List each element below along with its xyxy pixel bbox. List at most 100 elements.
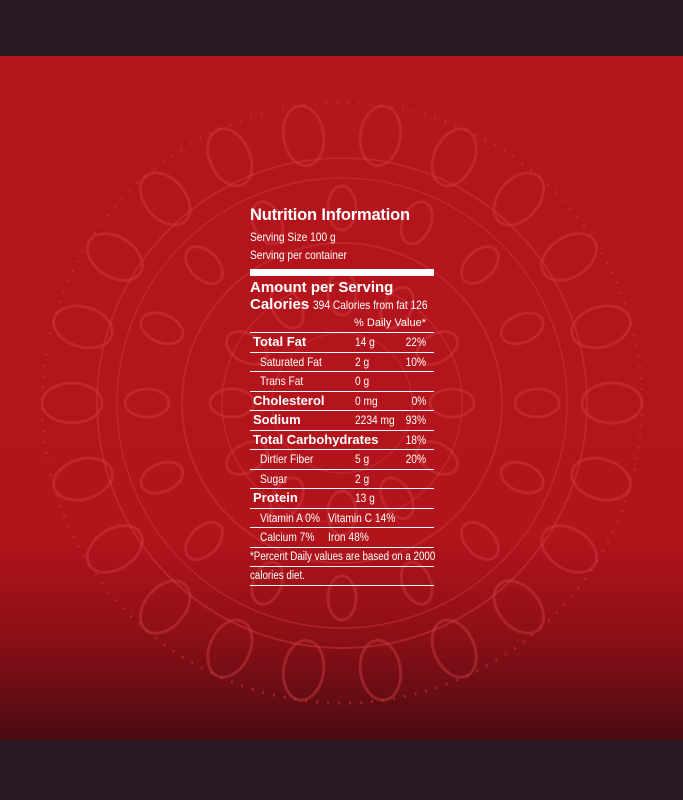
ornament-petal: [206, 618, 254, 679]
ornament-petal: [85, 232, 144, 282]
ornament-petal: [250, 560, 285, 606]
ornament-petal: [430, 127, 478, 188]
serving-per-container: Serving per container: [250, 248, 347, 262]
nutrient-row: Saturated Fat 2 g 10%: [250, 351, 434, 372]
nutrient-amount: 0 g: [355, 374, 370, 388]
vitamin-a: Vitamin A 0%: [260, 510, 320, 525]
calories-value: 394 Calories from fat 126: [313, 298, 428, 312]
ornament-petal: [358, 104, 403, 168]
ornament-petal: [580, 381, 644, 425]
nutrient-percent: 10%: [405, 354, 426, 369]
ornament-petal: [492, 171, 546, 227]
ornament-petal: [224, 330, 269, 366]
ornament-petal: [123, 387, 171, 419]
nutrient-name: Total Carbohydrates: [253, 431, 379, 447]
nutrient-amount: 0 mg: [355, 393, 378, 408]
label-title: Nutrition Information: [250, 206, 410, 224]
ornament-petal: [513, 387, 561, 419]
ornament-petal: [492, 579, 546, 635]
nutrient-row: Sugar 2 g: [250, 468, 434, 489]
nutrient-row: Trans Fat 0 g: [250, 371, 434, 391]
nutrient-amount: 2234 mg: [355, 413, 395, 427]
ornament-petal: [459, 520, 500, 561]
footnote-line-2: calories diet.: [250, 569, 305, 582]
ornament-petal: [250, 200, 285, 246]
calories-line: Calories 394 Calories from fat 126: [250, 296, 434, 314]
ornament-petal: [379, 285, 415, 330]
ornament-petal: [139, 311, 185, 346]
nutrient-name: Saturated Fat: [260, 354, 322, 369]
ornament-petal: [138, 171, 192, 227]
nutrient-row: Sodium 2234 mg 93%: [250, 410, 434, 430]
thick-divider: [250, 269, 434, 276]
iron: Iron 48%: [328, 530, 369, 544]
nutrient-percent: 20%: [405, 452, 426, 466]
ornament-petal: [224, 440, 269, 476]
nutrient-amount: 5 g: [355, 452, 370, 466]
nutrient-amount: 2 g: [355, 471, 370, 486]
nutrient-percent: 18%: [405, 432, 426, 447]
nutrient-amount: 14 g: [355, 335, 375, 349]
nutrient-percent: 0%: [411, 393, 426, 408]
nutrient-name: Cholesterol: [253, 392, 325, 408]
nutrition-facts-label: Nutrition Information Serving Size 100 g…: [250, 206, 436, 586]
nutrient-row: Cholesterol 0 mg 0%: [250, 390, 434, 411]
ornament-petal: [499, 460, 545, 495]
nutrient-row: Protein 13 g: [250, 488, 434, 508]
ornament-petal: [184, 520, 225, 561]
ornament-petal: [206, 127, 254, 188]
ornament-petal: [281, 638, 326, 702]
ornament-petal: [358, 638, 403, 702]
ornament-petal: [326, 184, 358, 232]
ornament-petal: [326, 574, 358, 622]
serving-size: Serving Size 100 g: [250, 230, 336, 244]
ornament-petal: [428, 387, 476, 419]
ornament-petal: [459, 245, 500, 286]
ornament-petal: [430, 618, 478, 679]
nutrient-name: Dirtier Fiber: [260, 452, 314, 466]
ornament-petal: [415, 330, 460, 366]
ornament-petal: [326, 489, 358, 537]
ornament-petal: [184, 245, 225, 286]
daily-value-header: % Daily Value*: [354, 317, 426, 329]
nutrient-row: Dirtier Fiber 5 g 20%: [250, 449, 434, 469]
ornament-petal: [269, 285, 305, 330]
calcium: Calcium 7%: [260, 530, 315, 544]
vitamin-row: Vitamin A 0% Vitamin C 14%: [250, 507, 434, 528]
nutrient-percent: 93%: [405, 413, 426, 427]
ornament-petal: [281, 104, 326, 168]
ornament-petal: [269, 476, 305, 521]
nutrient-name: Trans Fat: [260, 374, 304, 388]
ornament-petal: [52, 456, 114, 502]
ornament-petal: [138, 579, 192, 635]
ornament-petal: [570, 456, 632, 502]
nutrient-row: Total Carbohydrates 18%: [250, 429, 434, 450]
mandala-ornament-pattern: [40, 101, 644, 705]
nutrient-row: Total Fat 14 g 22%: [250, 332, 434, 352]
nutrient-name: Sodium: [253, 412, 301, 427]
ornament-petal: [415, 440, 460, 476]
ornament-petal: [540, 232, 599, 282]
mineral-row: Calcium 7% Iron 48%: [250, 527, 434, 547]
ornament-petal: [570, 304, 632, 350]
ornament-petal: [208, 387, 256, 419]
bottom-divider: [250, 584, 434, 586]
nutrient-percent: 22%: [405, 335, 426, 349]
ornament-petal: [379, 476, 415, 521]
ornament-petal: [540, 524, 599, 574]
nutrient-name: Total Fat: [253, 334, 307, 349]
nutrient-name: Protein: [253, 490, 298, 505]
amount-per-serving: Amount per Serving: [250, 279, 394, 296]
nutrient-amount: 13 g: [355, 491, 375, 505]
ornament-petal: [399, 200, 434, 246]
footnote: *Percent Daily values are based on a 200…: [250, 546, 436, 566]
footnote-line-1: *Percent Daily values are based on a 200…: [250, 550, 436, 563]
ornament-petal: [52, 304, 114, 350]
ornament-petal: [85, 524, 144, 574]
footnote-2: calories diet.: [250, 565, 434, 585]
nutrient-name: Sugar: [260, 471, 288, 486]
vitamin-c: Vitamin C 14%: [328, 510, 396, 525]
nutrient-amount: 2 g: [355, 354, 370, 369]
ornament-petal: [40, 381, 104, 425]
calories-label: Calories: [250, 296, 310, 313]
